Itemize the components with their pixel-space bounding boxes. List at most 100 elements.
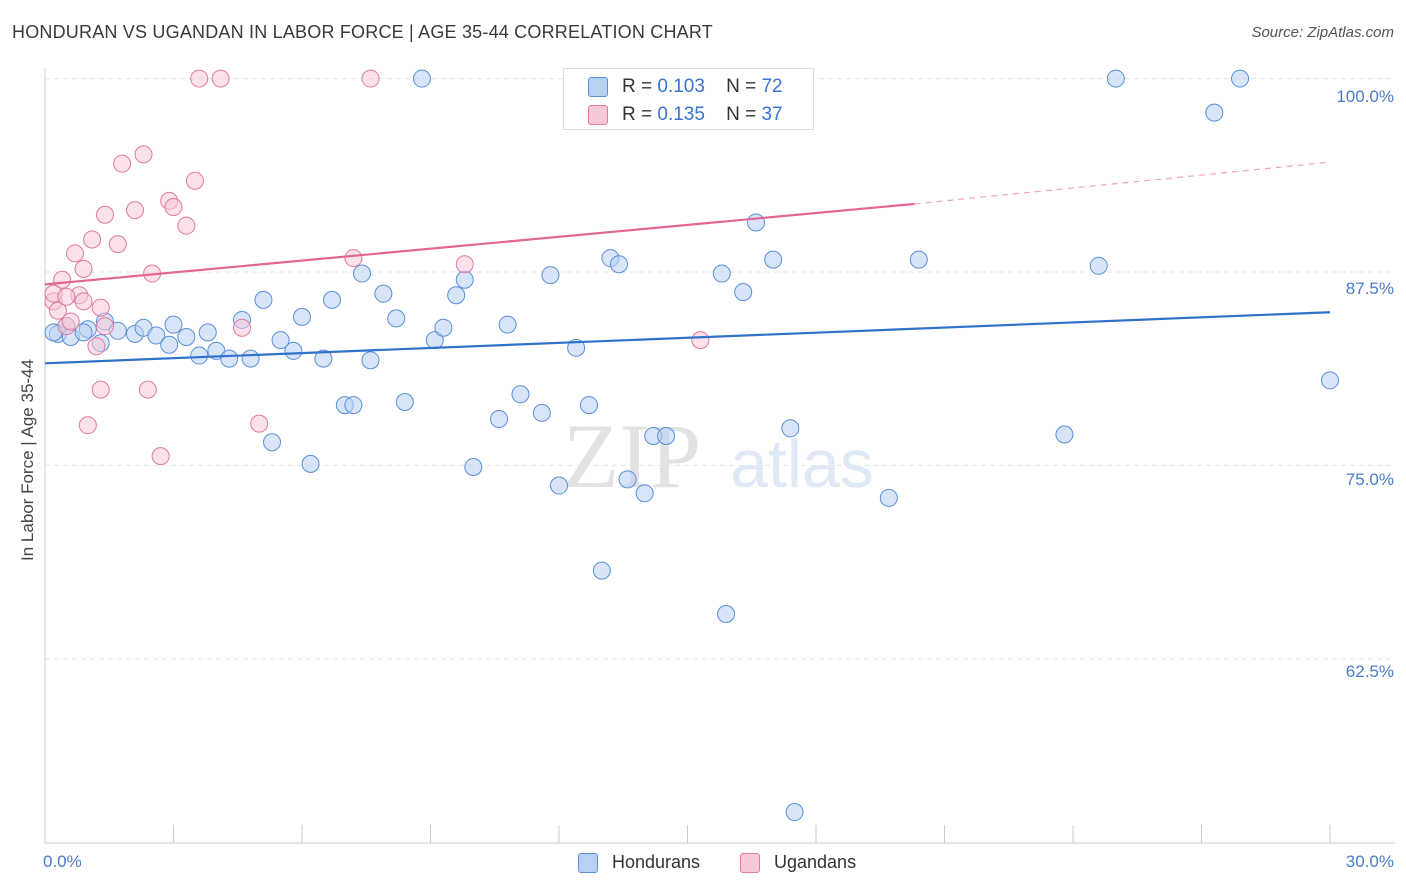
data-point xyxy=(254,290,273,309)
data-point xyxy=(241,349,260,368)
data-point xyxy=(185,171,204,190)
data-point xyxy=(395,392,414,411)
data-point xyxy=(95,205,114,224)
data-point xyxy=(361,351,380,370)
data-point xyxy=(781,419,800,438)
legend-n-label: N = xyxy=(726,76,757,97)
data-point xyxy=(879,488,898,507)
data-point xyxy=(74,292,93,311)
series-ugandans xyxy=(44,69,710,466)
legend-r-value: 0.103 xyxy=(657,76,705,97)
data-point xyxy=(1231,69,1250,88)
y-tick-label: 75.0% xyxy=(1345,470,1394,489)
legend-n-value: 37 xyxy=(761,104,783,125)
data-point xyxy=(190,346,209,365)
x-tick-label: 30.0% xyxy=(1345,852,1394,871)
data-point xyxy=(74,259,93,278)
trend-line-hondurans xyxy=(44,311,1331,365)
data-point xyxy=(1205,103,1224,122)
data-point xyxy=(387,309,406,328)
legend-n-value: 72 xyxy=(761,76,783,97)
legend-r-value: 0.135 xyxy=(657,104,705,125)
data-point xyxy=(74,323,93,342)
data-point xyxy=(164,198,183,217)
legend-swatch-ugandans xyxy=(588,105,608,125)
data-point xyxy=(322,290,341,309)
data-point xyxy=(263,433,282,452)
data-point xyxy=(344,396,363,415)
stats-legend: R = 0.103 N = 72 R = 0.135 N = 37 xyxy=(563,68,814,130)
data-point xyxy=(498,315,517,334)
legend-swatch-hondurans xyxy=(578,853,598,873)
data-point xyxy=(618,470,637,489)
x-tick-label: 0.0% xyxy=(43,852,82,871)
data-point xyxy=(108,235,127,254)
data-point xyxy=(134,145,153,164)
data-point xyxy=(284,341,303,360)
data-point xyxy=(764,250,783,269)
data-point xyxy=(455,255,474,274)
legend-label-hondurans: Hondurans xyxy=(612,852,701,872)
data-point xyxy=(609,255,628,274)
watermark-atlas: atlas xyxy=(730,426,874,502)
data-point xyxy=(91,298,110,317)
data-point xyxy=(657,427,676,446)
legend-r-label: R = xyxy=(622,104,653,125)
data-point xyxy=(1106,69,1125,88)
data-point xyxy=(57,287,76,306)
data-point xyxy=(434,318,453,337)
watermark: ZIP atlas xyxy=(563,405,874,507)
data-point xyxy=(344,249,363,268)
data-point xyxy=(125,201,144,220)
legend-r-label: R = xyxy=(622,76,653,97)
data-point xyxy=(91,380,110,399)
data-point xyxy=(712,264,731,283)
data-point xyxy=(511,385,530,404)
data-point xyxy=(490,410,509,429)
data-point xyxy=(301,454,320,473)
data-point xyxy=(151,447,170,466)
data-point xyxy=(61,312,80,331)
data-point xyxy=(532,403,551,422)
data-point xyxy=(250,414,269,433)
data-point xyxy=(785,803,804,822)
data-point xyxy=(1055,425,1074,444)
data-point xyxy=(592,561,611,580)
data-point xyxy=(164,315,183,334)
data-point xyxy=(447,286,466,305)
data-point xyxy=(211,69,230,88)
data-point xyxy=(138,380,157,399)
data-point xyxy=(78,416,97,435)
data-point xyxy=(293,307,311,326)
y-tick-label: 100.0% xyxy=(1336,87,1394,106)
watermark-zip: ZIP xyxy=(563,405,701,507)
data-point xyxy=(412,69,431,88)
source-label: Source: ZipAtlas.com xyxy=(1251,24,1394,41)
series-layer xyxy=(44,69,1339,822)
data-point xyxy=(314,349,333,368)
data-point xyxy=(220,349,239,368)
data-point xyxy=(198,323,217,342)
data-point xyxy=(374,284,393,303)
legend-swatch-hondurans xyxy=(588,77,608,97)
data-point xyxy=(567,338,586,357)
data-point xyxy=(233,318,252,337)
data-point xyxy=(160,335,179,354)
data-point xyxy=(464,457,483,476)
data-point xyxy=(455,270,474,289)
legend-swatch-ugandans xyxy=(740,853,760,873)
data-point xyxy=(1321,371,1339,390)
data-point xyxy=(48,301,67,320)
data-point xyxy=(65,244,84,263)
data-point xyxy=(734,283,753,302)
chart-title: HONDURAN VS UGANDAN IN LABOR FORCE | AGE… xyxy=(12,22,713,42)
trend-extension-ugandans xyxy=(914,161,1331,205)
series-hondurans xyxy=(44,69,1339,822)
data-point xyxy=(147,326,166,345)
data-point xyxy=(87,337,106,356)
data-point xyxy=(95,317,114,336)
data-point xyxy=(635,484,654,503)
data-point xyxy=(909,250,928,269)
data-point xyxy=(550,476,568,495)
